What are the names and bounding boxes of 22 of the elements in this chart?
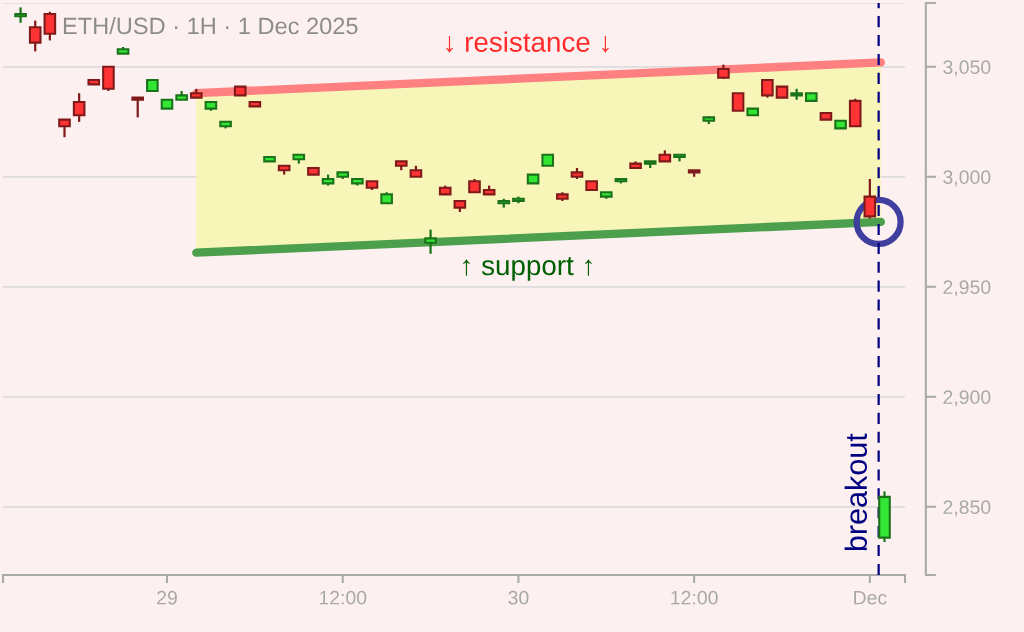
y-tick-label: 3,050: [943, 60, 991, 77]
y-tick-label: 2,950: [943, 280, 991, 297]
candlestick: [424, 228, 437, 255]
series-label: ↑ support ↑: [463, 257, 592, 281]
candlestick: [131, 96, 145, 119]
y-tick-label: 2,900: [943, 390, 991, 407]
x-tick-label: 12:00: [671, 590, 718, 605]
x-tick-label: Dec: [854, 590, 887, 605]
x-tick-label: 30: [508, 590, 529, 605]
candlestick: [14, 6, 27, 24]
candlestick: [863, 177, 877, 220]
series-label: ↓ resistance ↓: [446, 31, 609, 53]
x-tick-label: 12:00: [319, 590, 367, 605]
chart-title: ETH/USD · 1H · 1 Dec 2025: [63, 17, 358, 35]
candlestick: [102, 65, 115, 93]
x-tick-label: 29: [157, 590, 177, 605]
candlestick: [43, 10, 57, 42]
candlestick: [72, 92, 86, 123]
ref-line-label: breakout: [844, 433, 868, 551]
candlestick: [28, 19, 42, 53]
y-tick-label: 3,000: [943, 170, 991, 187]
y-tick-label: 2,850: [943, 500, 991, 517]
